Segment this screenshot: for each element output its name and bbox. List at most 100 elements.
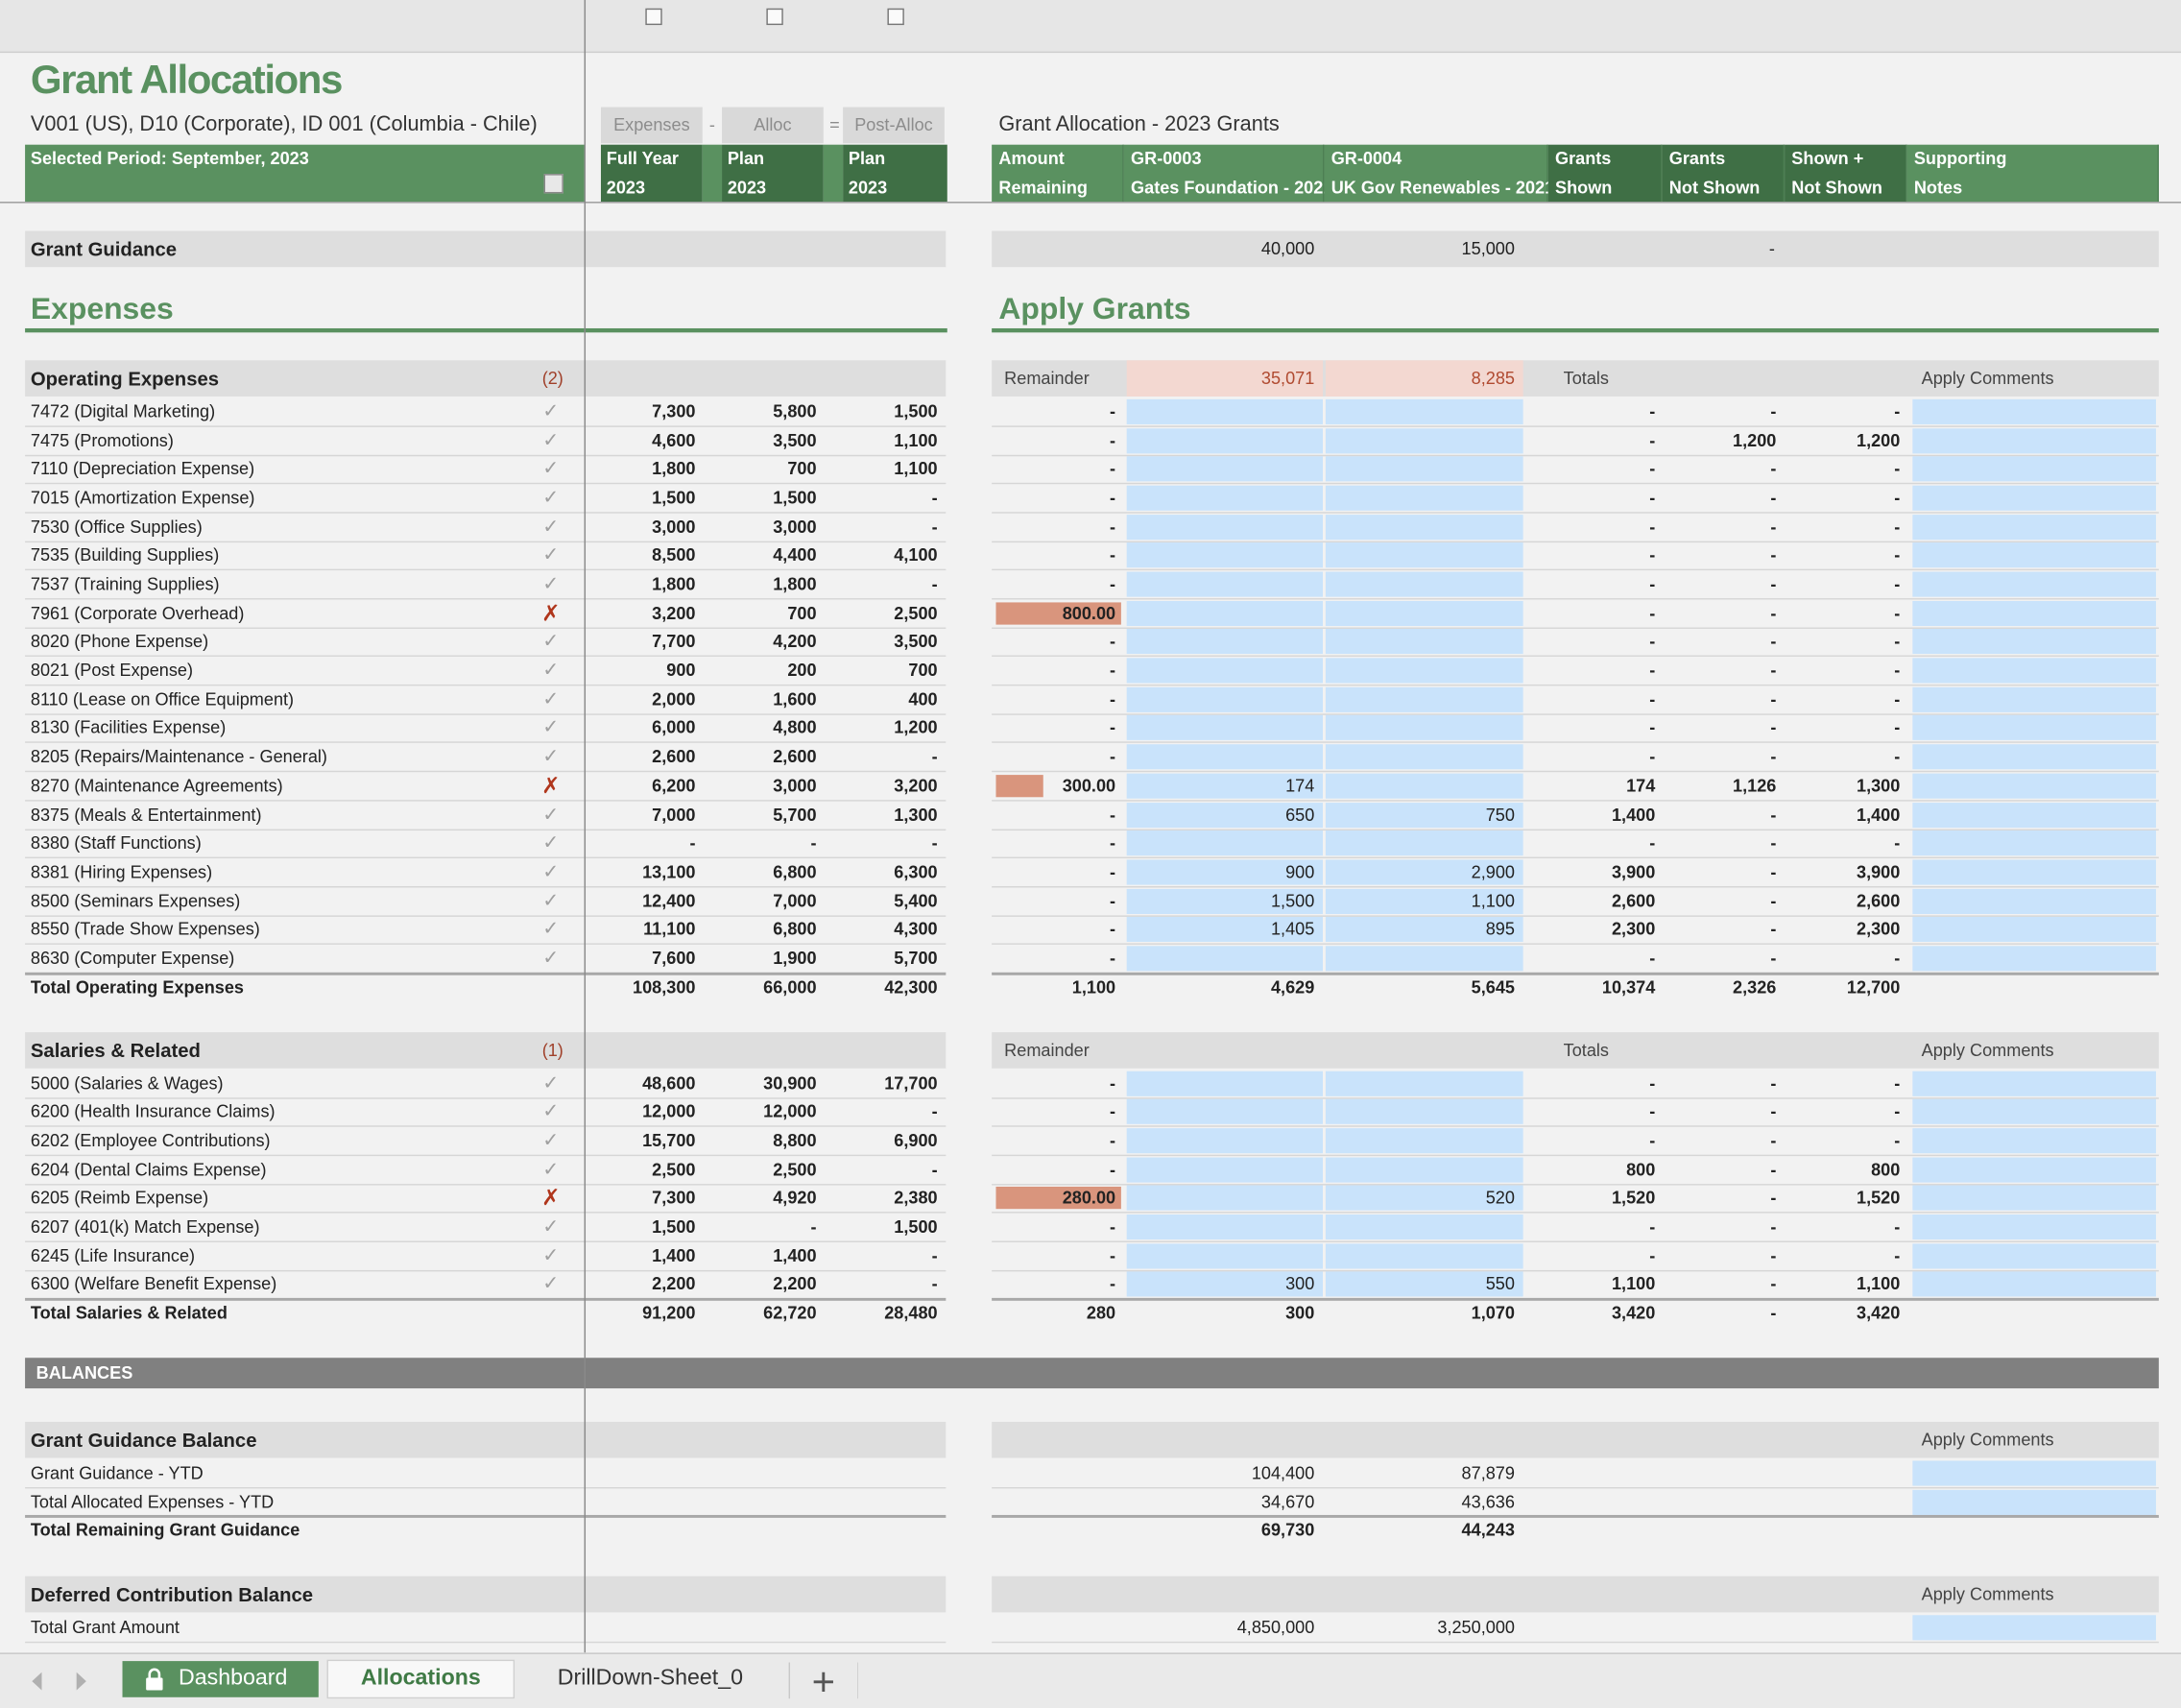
cell: - <box>1894 833 1901 854</box>
input-cell <box>1126 1071 1323 1096</box>
status-icon: ✓ <box>542 687 560 711</box>
row-line <box>992 914 2159 917</box>
cell: 2,900 <box>1471 862 1515 882</box>
input-cell <box>1912 1099 2156 1125</box>
input-cell <box>1912 1271 2156 1297</box>
column-header: Full Year <box>606 149 679 169</box>
input-cell <box>1912 1157 2156 1183</box>
status-icon: ✓ <box>542 458 560 481</box>
cell: - <box>1649 718 1656 738</box>
row-line <box>25 512 947 514</box>
input-cell <box>1126 773 1323 799</box>
cell: - <box>1110 920 1116 940</box>
row-line <box>25 1486 947 1489</box>
freeze-column-line <box>584 0 587 1653</box>
tab-drilldown[interactable]: DrillDown-Sheet_0 <box>557 1666 744 1691</box>
cell: - <box>1770 805 1777 825</box>
cell: 1,100 <box>894 459 938 479</box>
row-label: 7472 (Digital Marketing) <box>30 401 216 422</box>
input-cell <box>1126 802 1323 828</box>
sheet-nav[interactable] <box>13 1654 125 1708</box>
header-band <box>25 144 585 203</box>
input-cell <box>1325 658 1523 684</box>
totals-label: Totals <box>1563 368 1609 389</box>
cell: - <box>1110 401 1116 422</box>
tab-dashboard[interactable]: Dashboard <box>122 1661 319 1697</box>
row-line <box>25 914 947 917</box>
header-cell <box>843 144 947 203</box>
row-line <box>992 1183 2159 1186</box>
group-title: Operating Expenses <box>30 367 220 390</box>
group-title: Grant Guidance Balance <box>30 1429 257 1452</box>
cell: - <box>1649 574 1656 594</box>
status-icon: ✓ <box>542 400 560 423</box>
cell: 550 <box>1485 1274 1515 1295</box>
allocation-title: Grant Allocation - 2023 Grants <box>998 112 1280 137</box>
cell: - <box>1110 1159 1116 1180</box>
column-group-label: Post-Alloc <box>854 115 933 135</box>
row-line <box>992 1096 2159 1099</box>
page-title: Grant Allocations <box>30 58 343 104</box>
status-icon: ✓ <box>542 889 560 912</box>
cell: 43,636 <box>1461 1492 1515 1512</box>
cell: 12,400 <box>642 891 696 911</box>
cell: 6,800 <box>773 862 817 882</box>
cell: 87,879 <box>1461 1463 1515 1483</box>
column-header: 2023 <box>606 178 646 198</box>
row-label: 8550 (Trade Show Expenses) <box>30 920 260 940</box>
cell: - <box>1649 949 1656 969</box>
cell: - <box>1110 545 1116 565</box>
add-sheet-button[interactable] <box>789 1654 859 1708</box>
cell: 30,900 <box>763 1073 817 1094</box>
tab-allocations[interactable]: Allocations <box>326 1659 515 1699</box>
cell: - <box>1110 891 1116 911</box>
header-band <box>823 144 844 203</box>
header-cell <box>600 144 703 203</box>
period-checkbox[interactable] <box>543 174 563 194</box>
total-cell: 2,326 <box>1733 977 1777 998</box>
status-icon: ✗ <box>541 771 561 799</box>
row-line <box>25 483 947 485</box>
input-cell <box>1325 629 1523 655</box>
group-header <box>25 360 947 397</box>
cell: 7,700 <box>652 632 696 652</box>
input-cell <box>1325 773 1523 799</box>
cell: 800 <box>1871 1159 1901 1180</box>
cell: - <box>1894 632 1901 652</box>
cell: 15,000 <box>1461 239 1515 259</box>
input-cell <box>1912 686 2156 712</box>
row-label: 5000 (Salaries & Wages) <box>30 1073 224 1094</box>
group-title: Deferred Contribution Balance <box>30 1582 314 1606</box>
total-label: Total Operating Expenses <box>30 977 244 998</box>
input-cell <box>1325 1214 1523 1240</box>
total-cell: 108,300 <box>633 977 696 998</box>
cell: 900 <box>666 661 696 681</box>
cell: - <box>1894 574 1901 594</box>
column-header: UK Gov Renewables - 2021H2 <box>1330 178 1577 198</box>
section-heading: Apply Grants <box>998 290 1191 326</box>
column-header: Grants <box>1554 149 1612 169</box>
cell: - <box>1649 1073 1656 1094</box>
cell: 1,600 <box>773 689 817 710</box>
cell: 7,300 <box>652 1188 696 1209</box>
status-icon: ✓ <box>542 947 560 970</box>
comments-label: Apply Comments <box>1921 368 2054 389</box>
group-header <box>25 1576 947 1613</box>
status-icon: ✓ <box>542 745 560 769</box>
cell: - <box>1770 949 1777 969</box>
column-header: GR-0003 <box>1131 149 1202 169</box>
input-cell <box>1325 1071 1523 1096</box>
cell: - <box>1649 603 1656 623</box>
row-line <box>25 454 947 456</box>
cell: - <box>1649 1245 1656 1266</box>
cell: 4,400 <box>773 545 817 565</box>
remaining-bar <box>995 602 1121 625</box>
cell: - <box>1770 459 1777 479</box>
row-label: 7530 (Office Supplies) <box>30 517 203 537</box>
column-header: 2023 <box>727 178 767 198</box>
lock-icon <box>146 1668 163 1691</box>
row-line <box>25 1641 947 1644</box>
cell: 4,800 <box>773 718 817 738</box>
cell: 4,300 <box>894 920 938 940</box>
cell: 5,400 <box>894 891 938 911</box>
